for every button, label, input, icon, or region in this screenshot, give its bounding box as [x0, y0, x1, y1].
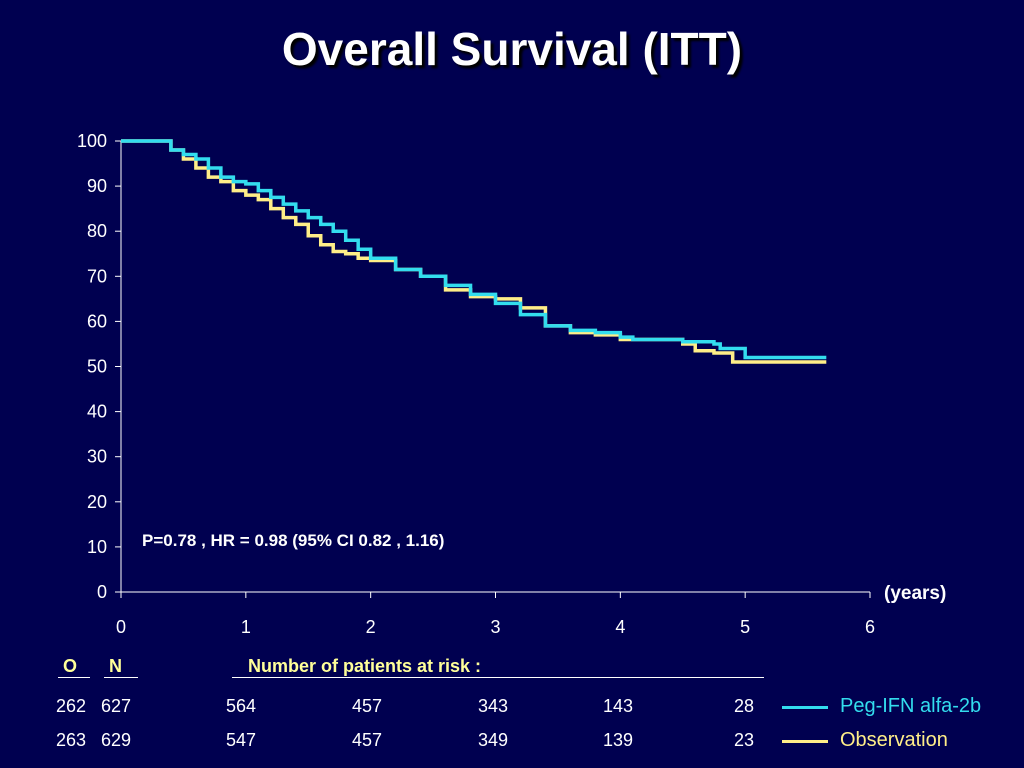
risk-col-o-header: O [63, 656, 78, 676]
y-tick-label: 80 [87, 221, 107, 241]
x-axis-label: (years) [884, 583, 946, 604]
x-tick-label: 4 [615, 617, 625, 637]
x-tick-label: 1 [241, 617, 251, 637]
x-tick-label: 6 [865, 617, 875, 637]
y-tick-label: 10 [87, 537, 107, 557]
axes: 0 10 20 30 40 50 60 70 80 90 100 0 1 2 3 4 5 6 [77, 131, 875, 637]
series-group [121, 139, 827, 364]
y-tick-label: 0 [97, 582, 107, 602]
x-tick-label: 0 [116, 617, 126, 637]
x-tick-label: 3 [490, 617, 500, 637]
risk-row1-count-2: 457 [352, 696, 383, 716]
x-tick-label: 2 [366, 617, 376, 637]
survival-chart: 0 10 20 30 40 50 60 70 80 90 100 0 1 2 3 4 5 6 P=0.78 , H… [77, 131, 946, 637]
risk-row1-count-1: 564 [226, 696, 257, 716]
risk-row1-count-5: 28 [734, 696, 755, 716]
risk-row1-o: 262 [56, 696, 87, 716]
risk-heading-underline [232, 677, 764, 678]
risk-row2-n: 629 [101, 730, 132, 750]
risk-col-n-underline [104, 677, 138, 678]
page-title: Overall Survival (ITT) [281, 23, 743, 75]
y-tick-label: 20 [87, 492, 107, 512]
risk-row1-count-4: 143 [603, 696, 634, 716]
legend-label-observation: Observation [840, 729, 948, 751]
risk-row2-count-1: 547 [226, 730, 257, 750]
risk-row2-count-5: 23 [734, 730, 755, 750]
y-tick-label: 40 [87, 402, 107, 422]
risk-row1-count-3: 343 [478, 696, 509, 716]
y-tick-label: 50 [87, 357, 107, 377]
series-line-observation [121, 139, 827, 364]
y-tick-label: 90 [87, 176, 107, 196]
risk-col-o-underline [58, 677, 90, 678]
legend-swatch-observation [782, 740, 828, 743]
legend-swatch-peg-ifn [782, 706, 828, 709]
stats-annotation: P=0.78 , HR = 0.98 (95% CI 0.82 , 1.16) [142, 531, 444, 550]
risk-row2-count-3: 349 [478, 730, 509, 750]
y-tick-label: 30 [87, 447, 107, 467]
risk-heading: Number of patients at risk : [248, 656, 482, 676]
risk-row2-count-2: 457 [352, 730, 383, 750]
y-tick-label: 60 [87, 311, 107, 331]
legend-label-peg-ifn: Peg-IFN alfa-2b [840, 695, 982, 717]
y-tick-label: 70 [87, 266, 107, 286]
risk-row1-n: 627 [101, 696, 132, 716]
risk-row2-o: 263 [56, 730, 87, 750]
series-line-peg-ifn-alfa-2b [121, 139, 827, 360]
risk-row2-count-4: 139 [603, 730, 634, 750]
risk-col-n-header: N [109, 656, 122, 676]
x-tick-label: 5 [740, 617, 750, 637]
y-tick-label: 100 [77, 131, 107, 151]
